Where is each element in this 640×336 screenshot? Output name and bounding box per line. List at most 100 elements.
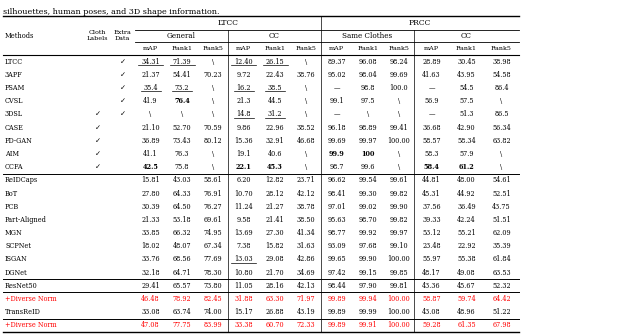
Text: 99.9: 99.9 — [328, 150, 344, 158]
Text: 99.69: 99.69 — [327, 137, 346, 145]
Text: 86.5: 86.5 — [494, 110, 509, 118]
Text: 82.45: 82.45 — [204, 295, 222, 303]
Text: \: \ — [305, 110, 307, 118]
Text: 99.90: 99.90 — [390, 203, 408, 211]
Text: CC: CC — [269, 32, 280, 40]
Text: 99.81: 99.81 — [390, 282, 408, 290]
Text: 99.91: 99.91 — [358, 322, 378, 329]
Text: 59.74: 59.74 — [457, 295, 476, 303]
Text: Rank1: Rank1 — [172, 46, 193, 51]
Text: 12.82: 12.82 — [266, 176, 284, 184]
Text: 77.75: 77.75 — [173, 322, 191, 329]
Text: 67.98: 67.98 — [492, 322, 511, 329]
Text: 55.38: 55.38 — [457, 255, 476, 263]
Text: 100.0: 100.0 — [390, 84, 408, 92]
Text: 70.59: 70.59 — [204, 124, 222, 132]
Text: \: \ — [212, 57, 214, 66]
Text: \: \ — [305, 150, 307, 158]
Text: 31.2: 31.2 — [268, 110, 282, 118]
Text: mAP: mAP — [424, 46, 439, 51]
Text: 75.8: 75.8 — [175, 163, 189, 171]
Text: ReIDCaps: ReIDCaps — [5, 176, 38, 184]
Text: CCFA: CCFA — [5, 163, 24, 171]
Text: 42.24: 42.24 — [457, 216, 476, 224]
Text: \: \ — [212, 163, 214, 171]
Text: 73.43: 73.43 — [173, 137, 191, 145]
Text: 99.94: 99.94 — [358, 295, 378, 303]
Text: \: \ — [500, 97, 502, 105]
Text: 99.82: 99.82 — [390, 216, 408, 224]
Text: 53.12: 53.12 — [422, 229, 441, 237]
Text: 97.42: 97.42 — [327, 269, 346, 277]
Text: \: \ — [212, 110, 214, 118]
Text: 36.89: 36.89 — [141, 137, 160, 145]
Text: 6.20: 6.20 — [236, 176, 251, 184]
Text: 21.37: 21.37 — [141, 71, 160, 79]
Text: ✓: ✓ — [95, 138, 100, 144]
Text: 40.6: 40.6 — [268, 150, 282, 158]
Text: 99.1: 99.1 — [329, 97, 344, 105]
Text: 77.69: 77.69 — [204, 255, 222, 263]
Text: ✓: ✓ — [120, 111, 125, 117]
Text: 9.72: 9.72 — [236, 71, 251, 79]
Text: 99.61: 99.61 — [390, 176, 408, 184]
Text: 3APF: 3APF — [5, 71, 23, 79]
Text: 43.08: 43.08 — [422, 308, 441, 316]
Text: 99.97: 99.97 — [358, 137, 378, 145]
Text: \: \ — [398, 97, 400, 105]
Text: 38.52: 38.52 — [297, 124, 316, 132]
Text: \: \ — [398, 163, 400, 171]
Text: Same Clothes: Same Clothes — [342, 32, 392, 40]
Text: 28.89: 28.89 — [422, 57, 441, 66]
Text: \: \ — [212, 84, 214, 92]
Text: 99.99: 99.99 — [358, 308, 378, 316]
Text: 31.63: 31.63 — [297, 242, 316, 250]
Text: Rank1: Rank1 — [264, 46, 285, 51]
Text: 23.48: 23.48 — [422, 242, 441, 250]
Text: 100: 100 — [361, 150, 375, 158]
Text: 61.35: 61.35 — [457, 322, 476, 329]
Text: 83.99: 83.99 — [204, 322, 222, 329]
Text: 22.1: 22.1 — [236, 163, 252, 171]
Text: 19.1: 19.1 — [236, 150, 251, 158]
Text: 37.56: 37.56 — [422, 203, 441, 211]
Text: 41.1: 41.1 — [143, 150, 157, 158]
Text: 52.51: 52.51 — [492, 190, 511, 198]
Text: 48.96: 48.96 — [457, 308, 476, 316]
Text: 21.70: 21.70 — [266, 269, 284, 277]
Text: 23.71: 23.71 — [297, 176, 316, 184]
Text: 54.5: 54.5 — [460, 84, 474, 92]
Text: LTCC: LTCC — [218, 19, 239, 27]
Text: 99.69: 99.69 — [390, 71, 408, 79]
Text: 33.76: 33.76 — [141, 255, 160, 263]
Text: 38.5: 38.5 — [268, 84, 282, 92]
Text: 22.92: 22.92 — [457, 242, 476, 250]
Text: 58.4: 58.4 — [424, 163, 440, 171]
Text: 11.24: 11.24 — [234, 203, 253, 211]
Text: 67.34: 67.34 — [204, 242, 222, 250]
Text: DGNet: DGNet — [5, 269, 28, 277]
Text: 71.97: 71.97 — [297, 295, 316, 303]
Text: CC: CC — [461, 32, 472, 40]
Text: 72.33: 72.33 — [297, 322, 316, 329]
Text: 57.5: 57.5 — [460, 97, 474, 105]
Text: 38.50: 38.50 — [297, 216, 316, 224]
Text: 98.77: 98.77 — [327, 229, 346, 237]
Text: 98.7: 98.7 — [329, 163, 344, 171]
Text: ResNet50: ResNet50 — [5, 282, 38, 290]
Text: 98.89: 98.89 — [358, 124, 378, 132]
Text: 46.48: 46.48 — [141, 295, 160, 303]
Text: 98.41: 98.41 — [327, 190, 346, 198]
Text: 44.5: 44.5 — [268, 97, 282, 105]
Text: 58.3: 58.3 — [424, 150, 439, 158]
Text: 41.34: 41.34 — [297, 229, 316, 237]
Text: 58.87: 58.87 — [422, 295, 441, 303]
Text: 7.38: 7.38 — [236, 242, 251, 250]
Text: 35.4: 35.4 — [143, 84, 157, 92]
Text: 27.80: 27.80 — [141, 190, 160, 198]
Text: 35.39: 35.39 — [492, 242, 511, 250]
Text: 42.86: 42.86 — [297, 255, 316, 263]
Text: 64.50: 64.50 — [173, 203, 191, 211]
Text: SCPNet: SCPNet — [5, 242, 31, 250]
Text: 55.97: 55.97 — [422, 255, 441, 263]
